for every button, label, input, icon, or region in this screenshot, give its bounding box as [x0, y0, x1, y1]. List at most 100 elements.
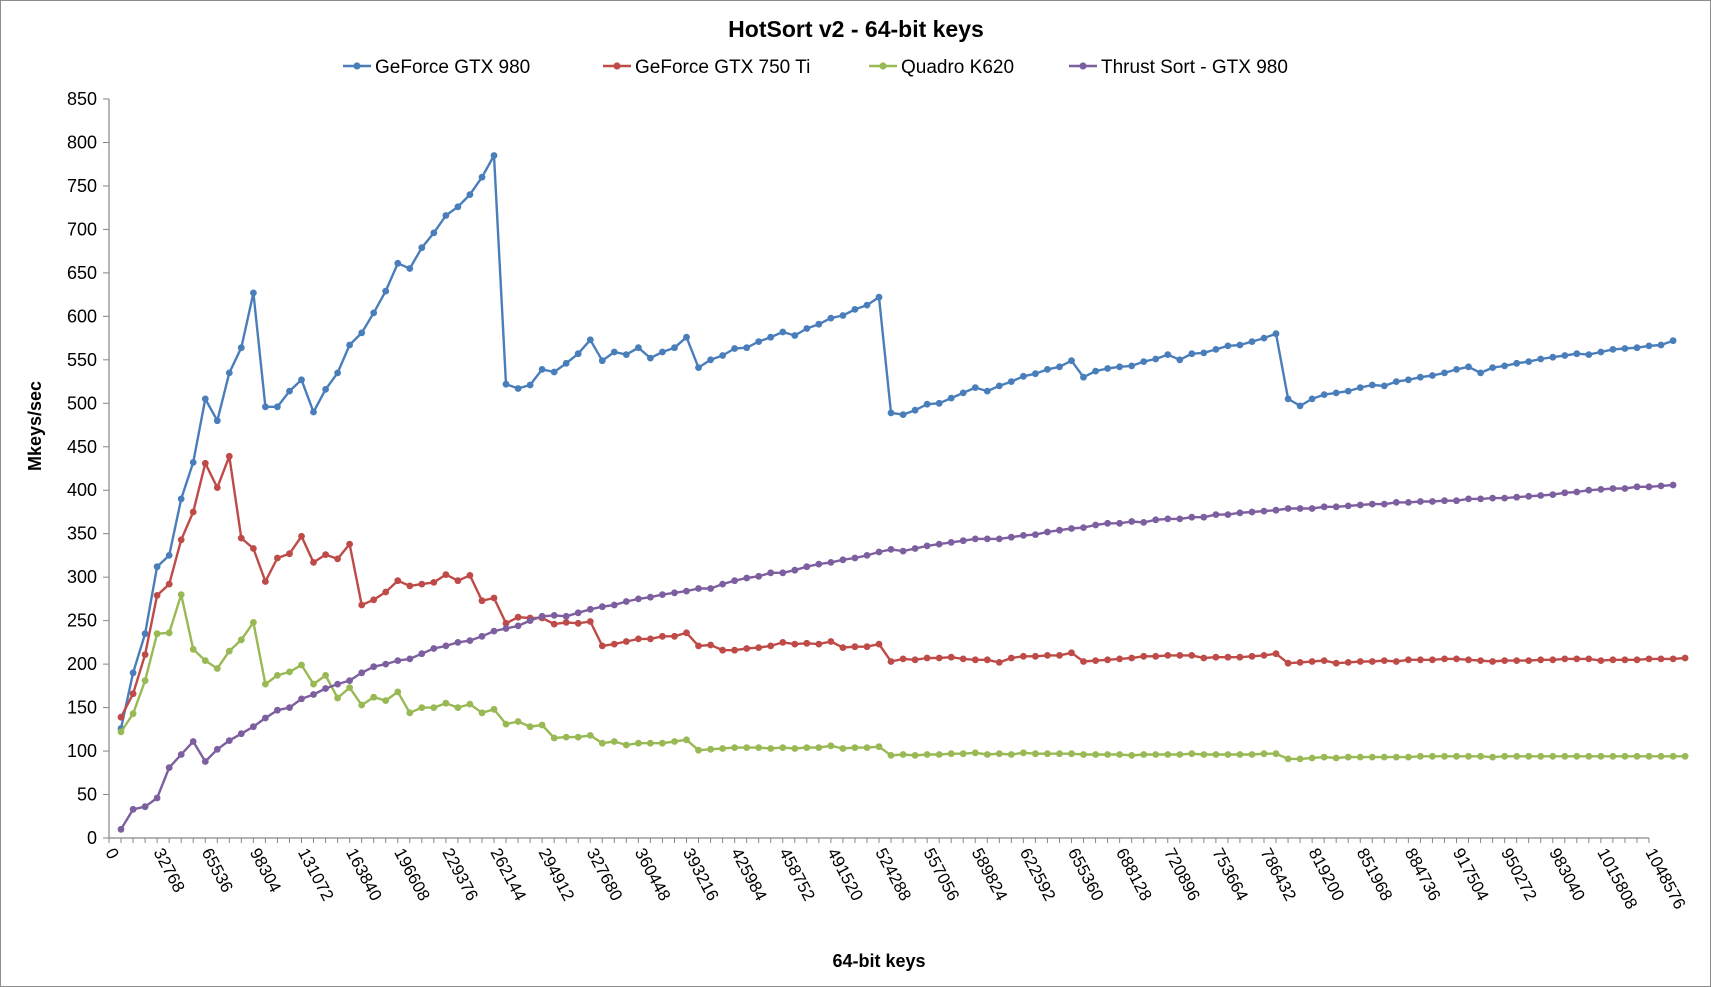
- data-point: [803, 325, 811, 332]
- x-tick-label: 425984: [727, 845, 770, 904]
- data-point: [1465, 752, 1472, 760]
- data-point: [1332, 659, 1340, 667]
- data-point: [707, 745, 714, 753]
- data-point: [322, 685, 329, 692]
- data-point: [225, 369, 233, 377]
- data-point: [1441, 752, 1448, 760]
- data-point: [562, 733, 570, 741]
- data-point: [1164, 515, 1172, 523]
- data-point: [237, 534, 245, 542]
- data-point: [201, 657, 209, 664]
- x-tick-label: 294912: [535, 845, 578, 904]
- data-point: [1104, 365, 1111, 372]
- data-point: [117, 713, 125, 721]
- data-point: [550, 620, 558, 628]
- data-point: [1573, 655, 1581, 663]
- data-point: [1657, 655, 1665, 663]
- data-point: [502, 720, 510, 728]
- data-point: [430, 645, 438, 652]
- data-point: [935, 399, 943, 407]
- data-point: [1176, 356, 1184, 364]
- data-point: [923, 400, 931, 408]
- data-point: [346, 341, 353, 349]
- data-point: [250, 619, 257, 626]
- data-point: [562, 619, 570, 626]
- data-point: [935, 751, 943, 758]
- data-point: [875, 548, 883, 556]
- data-point: [1272, 506, 1280, 514]
- data-point: [971, 656, 979, 664]
- data-point: [1092, 751, 1099, 758]
- data-point: [237, 636, 245, 644]
- data-point: [237, 730, 245, 738]
- y-tick-label: 600: [67, 306, 97, 326]
- data-point: [213, 484, 221, 491]
- legend: GeForce GTX 980 GeForce GTX 750 Ti Quadro …: [343, 57, 1288, 78]
- chart-title: HotSort v2 - 64-bit keys: [728, 16, 984, 42]
- data-point: [442, 571, 450, 578]
- data-point: [502, 380, 510, 388]
- data-point: [1007, 378, 1015, 385]
- data-point: [707, 641, 714, 649]
- data-point: [995, 750, 1003, 758]
- data-point: [1044, 366, 1051, 373]
- data-point: [1188, 652, 1196, 659]
- x-tick-label: 753664: [1208, 845, 1251, 904]
- data-point: [1128, 654, 1136, 662]
- series-quadro-k620: [117, 591, 1689, 763]
- y-tick-label: 350: [67, 524, 97, 544]
- data-point: [394, 657, 402, 664]
- data-point: [1260, 507, 1268, 515]
- data-point: [803, 563, 811, 571]
- data-point: [1380, 500, 1388, 508]
- data-point: [923, 751, 931, 758]
- data-point: [1609, 346, 1617, 353]
- data-point: [418, 580, 426, 588]
- y-tick-label: 450: [67, 437, 97, 457]
- data-point: [779, 569, 787, 577]
- data-point: [731, 646, 738, 654]
- data-point: [201, 758, 209, 765]
- data-point: [923, 542, 931, 550]
- data-point: [466, 637, 474, 644]
- data-point: [1392, 658, 1400, 665]
- data-point: [466, 572, 474, 579]
- data-point: [827, 742, 835, 750]
- data-point: [683, 736, 690, 744]
- data-point: [1645, 655, 1653, 663]
- data-point: [1645, 483, 1653, 491]
- data-point: [129, 805, 137, 813]
- data-point: [839, 556, 847, 564]
- data-point: [671, 344, 678, 352]
- data-point: [346, 684, 353, 691]
- data-point: [1080, 524, 1087, 531]
- data-point: [743, 574, 751, 582]
- data-point: [767, 745, 775, 752]
- x-tick-label: 1048576: [1641, 845, 1689, 912]
- y-tick-label: 750: [67, 176, 97, 196]
- data-point: [1597, 348, 1605, 356]
- data-point: [791, 566, 799, 574]
- data-point: [1573, 350, 1581, 358]
- data-point: [1621, 752, 1629, 760]
- data-point: [466, 700, 474, 708]
- data-point: [683, 333, 690, 341]
- data-point: [430, 579, 438, 586]
- data-point: [779, 328, 787, 336]
- data-point: [514, 622, 522, 630]
- data-point: [695, 642, 702, 650]
- data-point: [971, 384, 979, 391]
- series-geforce-gtx-980: [117, 152, 1677, 732]
- data-point: [1501, 657, 1508, 664]
- data-point: [1356, 384, 1364, 391]
- data-point: [959, 750, 967, 758]
- data-point: [165, 764, 173, 771]
- data-point: [1585, 486, 1593, 494]
- data-point: [189, 645, 197, 653]
- data-point: [201, 395, 209, 403]
- data-point: [779, 639, 787, 646]
- data-point: [454, 704, 462, 711]
- legend-item: GeForce GTX 750 Ti: [603, 57, 810, 78]
- data-point: [971, 535, 979, 543]
- data-point: [659, 739, 666, 747]
